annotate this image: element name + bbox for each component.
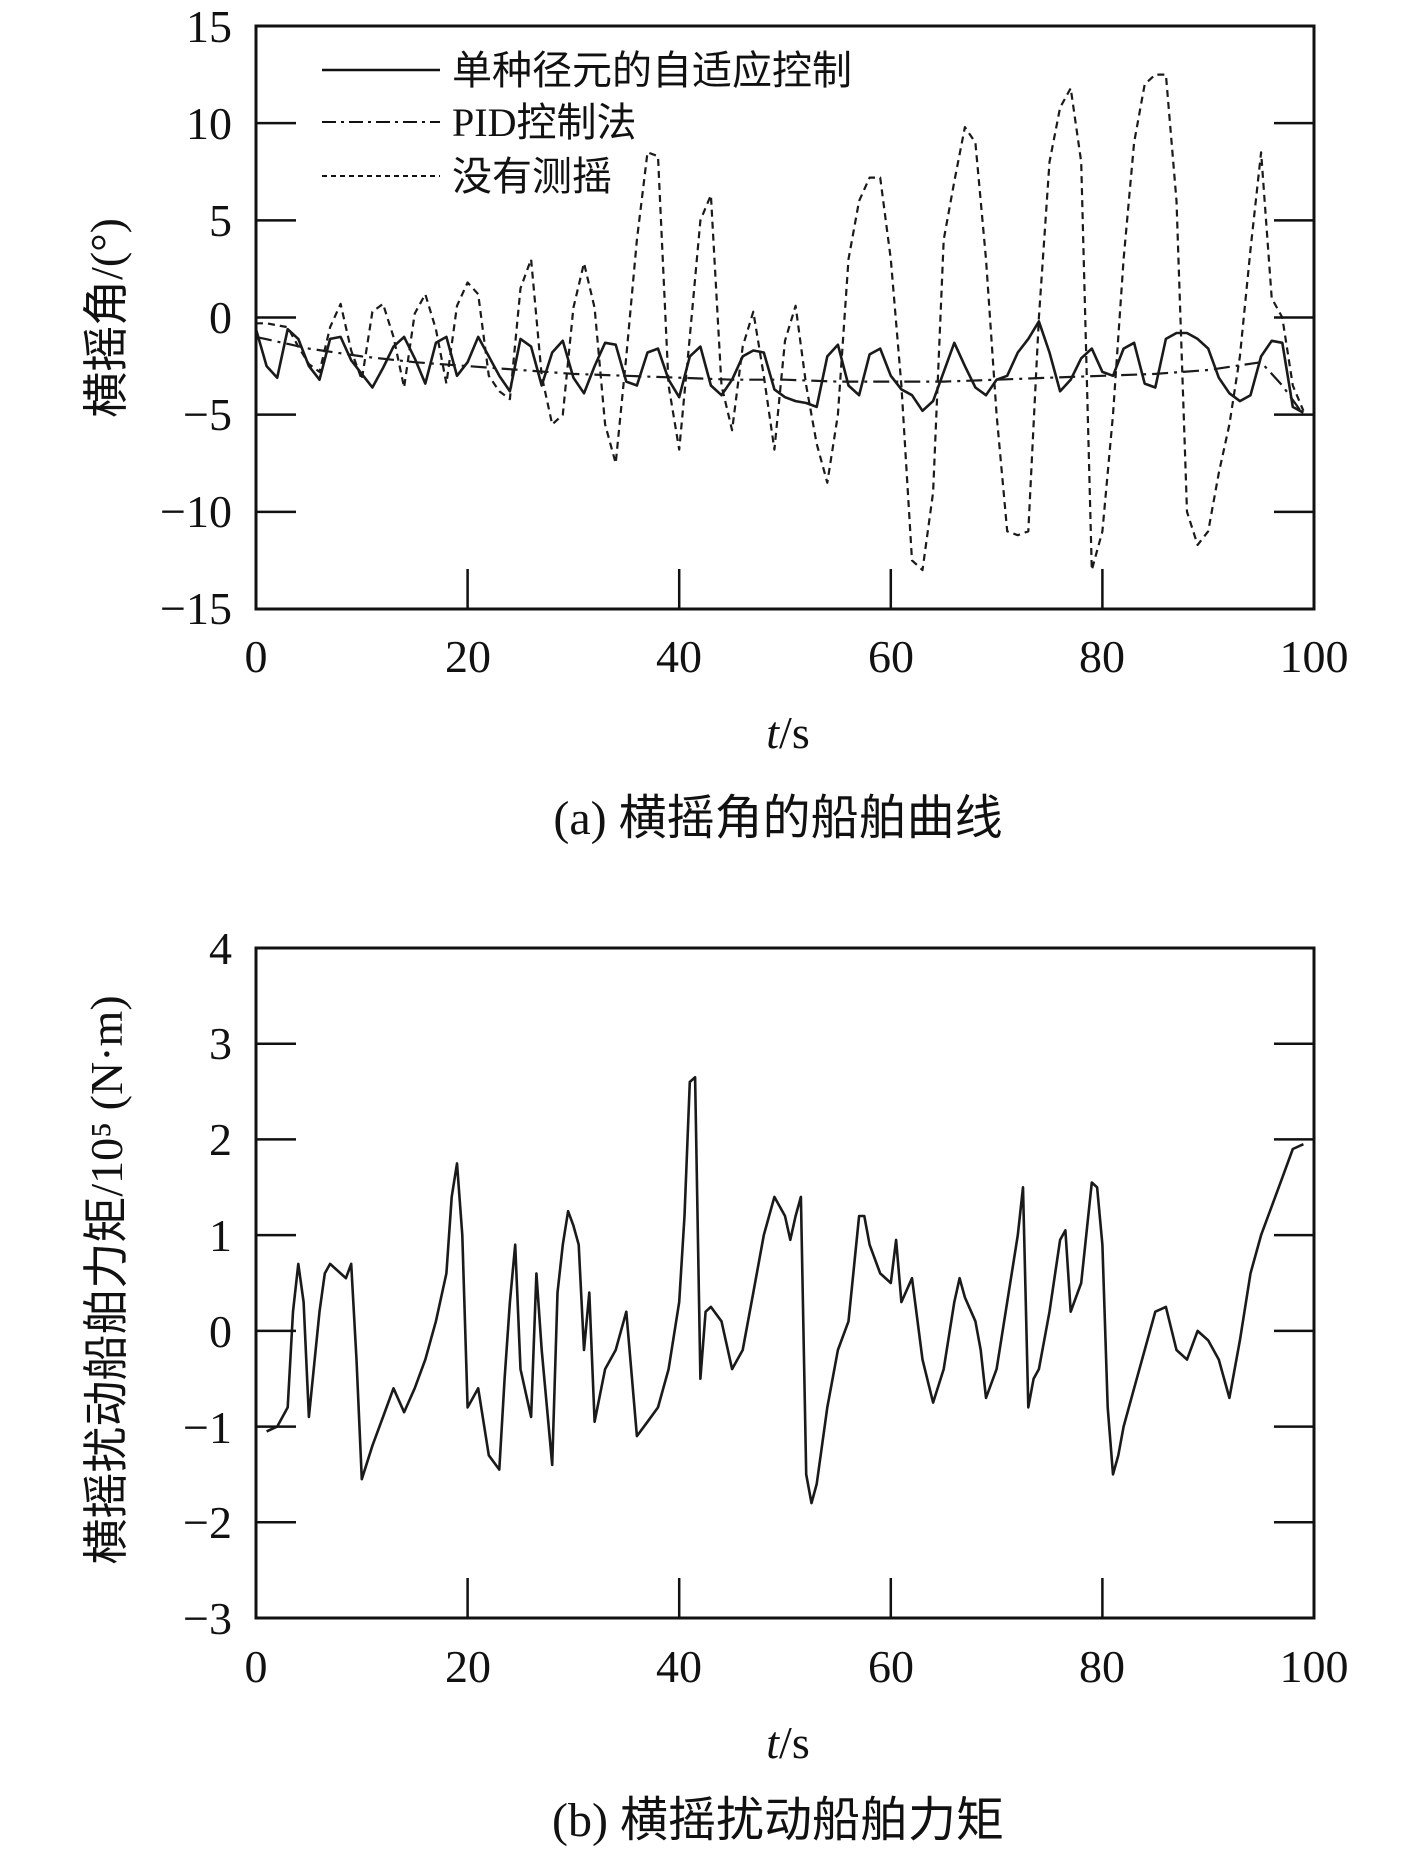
roll-torque-chart: 4 3 2 1 0 −1 −2 −3 0 20 40 60 80 100 t/s…	[81, 923, 1349, 1847]
y-tick-label: −15	[160, 583, 232, 634]
x-tick-label: 0	[245, 1641, 268, 1692]
y-tick-label: 5	[209, 195, 232, 246]
caption-a: (a) 横摇角的船舶曲线	[553, 792, 1002, 845]
x-tick-label: 60	[868, 1641, 914, 1692]
roll-angle-series	[254, 73, 1305, 572]
x-tick-label: 80	[1079, 1641, 1125, 1692]
y-tick-label: 15	[186, 1, 232, 52]
y-tick-label: −10	[160, 486, 232, 537]
y-tick-label: 1	[209, 1210, 232, 1261]
y-tick-labels-a: 15 10 5 0 −5 −10 −15	[160, 1, 232, 634]
series-line-solid	[266, 1075, 1304, 1505]
x-tick-labels-a: 0 20 40 60 80 100	[245, 631, 1349, 682]
y-axis-label-b: 横摇扰动船舶力矩/10⁵ (N·m)	[81, 995, 132, 1564]
x-tick-label: 40	[656, 631, 702, 682]
x-axis-var: t	[766, 1717, 780, 1768]
plot-frame-b	[254, 946, 1316, 1620]
y-axis-label-a: 横摇角/(°)	[81, 218, 132, 418]
x-axis-label-b: t/s	[766, 1717, 809, 1768]
roll-torque-series	[266, 1075, 1304, 1505]
x-axis-unit: /s	[779, 1717, 810, 1768]
y-tick-label: 2	[209, 1114, 232, 1165]
x-tick-label: 20	[445, 631, 491, 682]
x-tick-label: 0	[245, 631, 268, 682]
x-tick-labels-b: 0 20 40 60 80 100	[245, 1641, 1349, 1692]
x-tick-label: 80	[1079, 631, 1125, 682]
x-tick-label: 40	[656, 1641, 702, 1692]
x-tick-label: 20	[445, 1641, 491, 1692]
x-tick-label: 100	[1280, 631, 1349, 682]
caption-b: (b) 横摇扰动船舶力矩	[552, 1794, 1004, 1847]
x-axis-label-a: t/s	[766, 707, 809, 758]
y-tick-label: −5	[183, 389, 232, 440]
series-line-dashed	[256, 73, 1305, 572]
y-tick-label: −1	[183, 1402, 232, 1453]
legend-a: 单种径元的自适应控制 PID控制法 没有测摇	[322, 48, 852, 199]
series-line-solid	[254, 320, 1305, 414]
y-tick-label: 4	[209, 923, 232, 974]
y-tick-labels-b: 4 3 2 1 0 −1 −2 −3	[183, 923, 232, 1644]
y-tick-label: 3	[209, 1018, 232, 1069]
series-line-dashdot	[255, 335, 1305, 416]
y-tick-label: 0	[209, 292, 232, 343]
legend-label-none: 没有测摇	[452, 154, 612, 199]
legend-label-adaptive: 单种径元的自适应控制	[452, 48, 852, 93]
x-axis-var: t	[766, 707, 780, 758]
tick-marks-b	[256, 1042, 1314, 1618]
x-axis-unit: /s	[779, 707, 810, 758]
roll-angle-chart: 15 10 5 0 −5 −10 −15 0 20 40 60 80 100 t…	[81, 1, 1349, 845]
y-tick-label: 0	[209, 1306, 232, 1357]
x-tick-label: 100	[1280, 1641, 1349, 1692]
y-tick-label: −2	[183, 1497, 232, 1548]
plot-frame-a	[254, 24, 1316, 611]
y-tick-label: −3	[183, 1593, 232, 1644]
y-tick-label: 10	[186, 98, 232, 149]
x-tick-label: 60	[868, 631, 914, 682]
legend-label-pid: PID控制法	[452, 100, 636, 145]
tick-marks-a	[256, 121, 1314, 609]
